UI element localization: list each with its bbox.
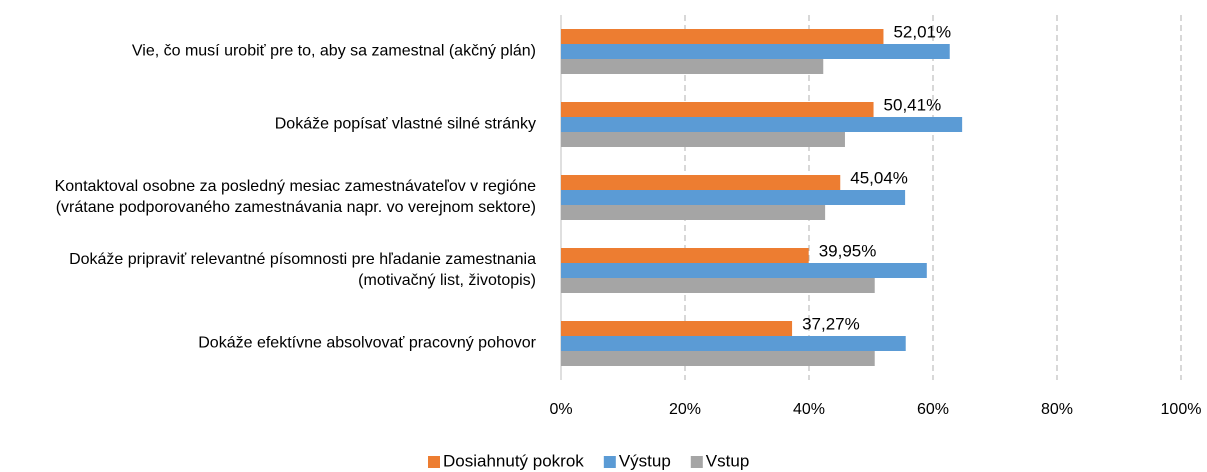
x-tick-label: 40% xyxy=(793,401,825,418)
bar xyxy=(561,59,824,74)
bar xyxy=(561,278,875,293)
data-label: 52,01% xyxy=(893,22,951,41)
bar xyxy=(561,336,906,351)
legend-label: Dosiahnutý pokrok xyxy=(443,451,584,470)
legend-label: Výstup xyxy=(619,451,671,470)
y-tick-label: Dokáže pripraviť relevantné písomnosti p… xyxy=(69,251,536,268)
bar xyxy=(561,321,793,336)
x-tick-label: 100% xyxy=(1161,401,1202,418)
data-label: 37,27% xyxy=(802,314,860,333)
bar xyxy=(561,44,950,59)
y-tick-label: (motivačný list, životopis) xyxy=(358,272,536,289)
data-label: 39,95% xyxy=(819,241,877,260)
bar xyxy=(561,190,906,205)
bar xyxy=(561,248,809,263)
x-tick-label: 80% xyxy=(1041,401,1073,418)
legend-swatch xyxy=(603,456,616,468)
bar xyxy=(561,205,826,220)
y-tick-label: Vie, čo musí urobiť pre to, aby sa zames… xyxy=(132,43,536,60)
legend-label: Vstup xyxy=(706,451,749,470)
bar xyxy=(561,132,845,147)
bar xyxy=(561,117,963,132)
x-tick-label: 20% xyxy=(669,401,701,418)
bar xyxy=(561,351,875,366)
bar xyxy=(561,263,927,278)
y-tick-label: Dokáže popísať vlastné silné stránky xyxy=(275,116,536,133)
data-label: 50,41% xyxy=(884,95,942,114)
y-tick-label: (vrátane podporovaného zamestnávania nap… xyxy=(56,199,536,216)
y-tick-label: Kontaktoval osobne za posledný mesiac za… xyxy=(55,178,536,195)
bar xyxy=(561,29,884,44)
bar xyxy=(561,102,874,117)
legend-swatch xyxy=(690,456,703,468)
y-tick-label: Dokáže efektívne absolvovať pracovný poh… xyxy=(198,335,536,352)
x-tick-label: 0% xyxy=(549,401,572,418)
legend-swatch xyxy=(428,456,440,468)
x-tick-label: 60% xyxy=(917,401,949,418)
bar xyxy=(561,175,841,190)
data-label: 45,04% xyxy=(850,168,908,187)
